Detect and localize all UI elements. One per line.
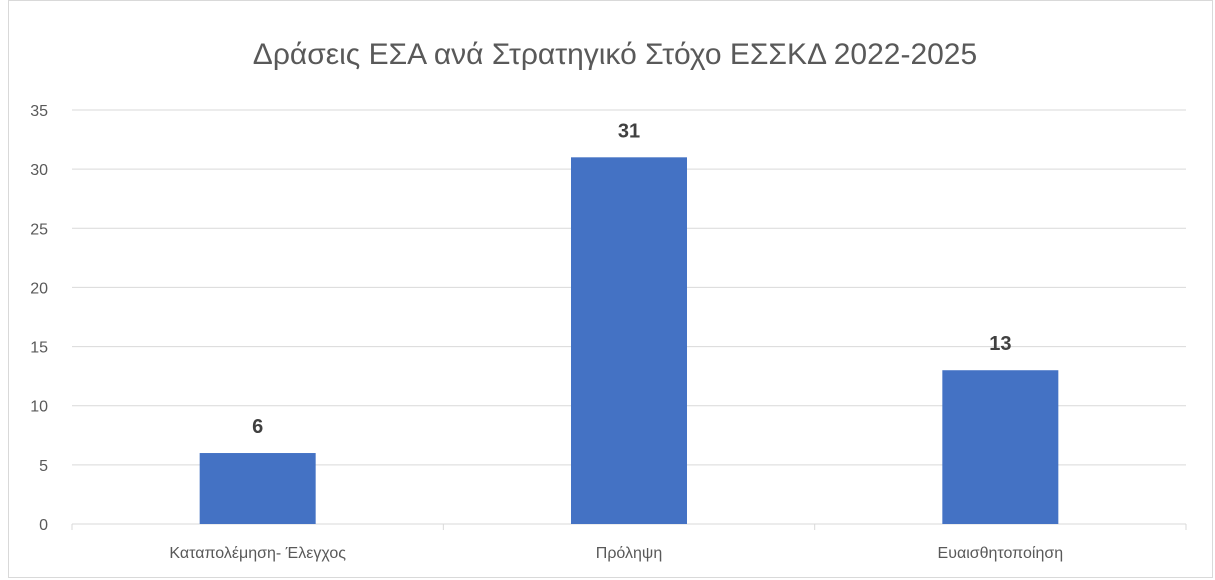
y-tick-label: 10 — [30, 399, 48, 416]
bar — [942, 370, 1059, 524]
category-label: Καταπολέμηση- Έλεγχος — [169, 545, 346, 562]
y-tick-label: 5 — [39, 458, 48, 475]
x-axis: Καταπολέμηση- Έλεγχος Πρόληψη Ευαισθητοποί… — [71, 524, 1187, 562]
data-label: 31 — [618, 120, 640, 142]
y-tick-label: 0 — [39, 517, 48, 534]
y-tick-label: 35 — [30, 103, 48, 120]
category-label: Ευαισθητοποίηση — [938, 545, 1064, 562]
bar — [571, 157, 687, 525]
chart-title: Δράσεις ΕΣΑ ανά Στρατηγικό Στόχο ΕΣΣΚΔ 2… — [252, 38, 978, 71]
data-label: 13 — [989, 333, 1011, 355]
y-tick-label: 20 — [30, 280, 48, 297]
data-label: 6 — [252, 416, 263, 438]
data-labels: 6 31 13 — [252, 120, 1011, 438]
y-tick-label: 25 — [30, 221, 48, 238]
y-tick-label: 15 — [30, 340, 48, 357]
y-tick-label: 30 — [30, 162, 48, 179]
category-label: Πρόληψη — [596, 545, 662, 562]
bar — [199, 453, 316, 524]
y-axis: 0 5 10 15 20 25 30 35 — [30, 103, 48, 534]
bars — [199, 157, 1059, 525]
